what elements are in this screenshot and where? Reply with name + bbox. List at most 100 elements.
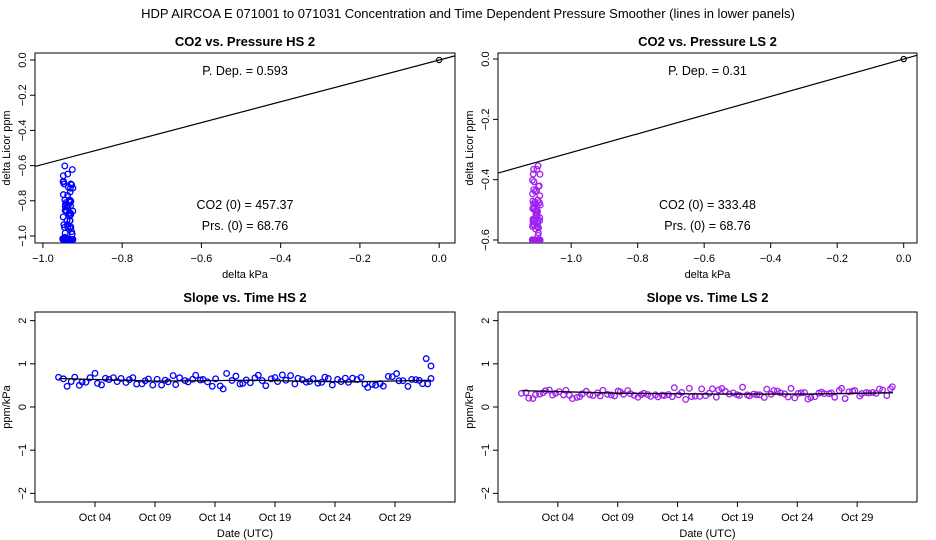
data-point	[59, 213, 67, 221]
y-tick-label: −0.2	[480, 108, 492, 130]
data-point	[787, 385, 795, 392]
data-point	[531, 215, 539, 222]
panel-title: CO2 vs. Pressure HS 2	[175, 34, 315, 49]
data-point	[314, 379, 322, 387]
plot-frame	[497, 52, 918, 244]
data-point	[65, 212, 73, 220]
y-tick-label: 0	[480, 404, 492, 410]
data-point	[670, 384, 678, 392]
data-point	[698, 385, 706, 393]
data-point	[518, 389, 525, 397]
x-tick-label: −0.6	[191, 253, 213, 265]
x-tick-label: Oct 04	[542, 512, 574, 524]
data-point	[153, 375, 161, 383]
y-tick-label: −0.4	[480, 169, 492, 191]
origin-point	[435, 56, 443, 64]
data-point	[522, 389, 530, 397]
data-point	[530, 221, 538, 229]
data-point	[529, 170, 537, 178]
data-point	[125, 376, 133, 384]
data-point	[530, 178, 538, 186]
x-tick-label: −0.8	[111, 253, 133, 265]
x-tick-label: Oct 29	[841, 512, 873, 524]
data-point	[66, 224, 74, 232]
fit-line	[498, 54, 917, 174]
data-point	[86, 374, 94, 382]
x-tick-label: −0.4	[760, 253, 782, 265]
data-point	[61, 162, 69, 170]
data-point	[196, 376, 204, 384]
data-point	[176, 374, 183, 382]
data-point	[267, 375, 275, 383]
y-tick-label: −2	[480, 487, 492, 500]
y-axis-label: delta Licor ppm	[464, 110, 476, 185]
x-tick-label: Oct 09	[602, 512, 634, 524]
data-point	[144, 375, 152, 383]
data-point	[91, 369, 99, 377]
data-point	[422, 355, 430, 363]
data-point	[715, 386, 723, 394]
data-point	[393, 370, 401, 378]
x-tick-label: −0.6	[693, 253, 715, 265]
panel-title: CO2 vs. Pressure LS 2	[638, 34, 777, 49]
figure-title: HDP AIRCOA E 071001 to 071031 Concentrat…	[141, 6, 795, 21]
data-point	[149, 381, 157, 389]
data-point	[685, 384, 693, 392]
data-point	[219, 385, 227, 393]
x-tick-label: Oct 19	[259, 512, 291, 524]
data-point	[349, 374, 356, 382]
data-point	[682, 395, 690, 403]
data-point	[876, 385, 883, 393]
data-point	[291, 380, 299, 388]
x-tick-label: 0.0	[896, 253, 911, 265]
plot-frame	[34, 52, 456, 244]
x-axis-label: Date (UTC)	[679, 528, 735, 540]
panel-ls-time: Slope vs. Time LS 2 Oct 04 Oct 09 Oct 14 Oct…	[464, 290, 918, 540]
data-point	[364, 383, 372, 391]
y-tick-label: −1	[17, 444, 29, 457]
data-point	[763, 385, 771, 393]
x-axis-label: delta kPa	[685, 269, 732, 281]
data-point	[807, 394, 815, 401]
data-point	[68, 181, 76, 189]
x-tick-label: −0.2	[826, 253, 848, 265]
data-point	[384, 372, 392, 380]
x-tick-label: Oct 04	[79, 512, 111, 524]
x-tick-label: Oct 29	[379, 512, 411, 524]
plot-frame	[497, 311, 918, 503]
data-point	[278, 371, 286, 379]
x-tick-label: −1.0	[32, 253, 54, 265]
data-point	[274, 378, 282, 386]
y-tick-label: −0.6	[17, 155, 29, 177]
data-point	[791, 394, 799, 402]
data-point	[254, 371, 262, 379]
co2-zero-label: CO2 (0) = 333.48	[659, 198, 756, 212]
data-point	[545, 386, 553, 394]
data-point	[604, 390, 611, 398]
data-point	[568, 395, 576, 403]
panel-hs-time: Slope vs. Time HS 2 Oct 04 Oct 09 Oct 14 Oct…	[1, 290, 456, 540]
data-point	[535, 182, 543, 190]
data-point	[532, 391, 540, 399]
data-point	[63, 382, 71, 390]
data-point	[735, 392, 743, 399]
plot-frame	[34, 311, 456, 503]
data-point	[101, 374, 109, 382]
data-point	[534, 162, 542, 170]
data-point	[562, 386, 570, 394]
y-tick-label: 2	[480, 318, 492, 324]
co2-zero-label: CO2 (0) = 457.37	[197, 198, 294, 212]
data-point	[525, 394, 533, 402]
smoother-line	[521, 389, 894, 395]
data-point	[64, 192, 72, 199]
data-point	[607, 391, 615, 399]
data-point	[328, 381, 336, 389]
data-point	[302, 378, 310, 386]
data-point	[318, 378, 326, 386]
data-point	[760, 393, 768, 401]
y-axis-label: ppm/kPa	[464, 384, 476, 428]
data-point	[708, 385, 716, 393]
data-point	[552, 389, 560, 397]
data-point	[620, 390, 628, 398]
